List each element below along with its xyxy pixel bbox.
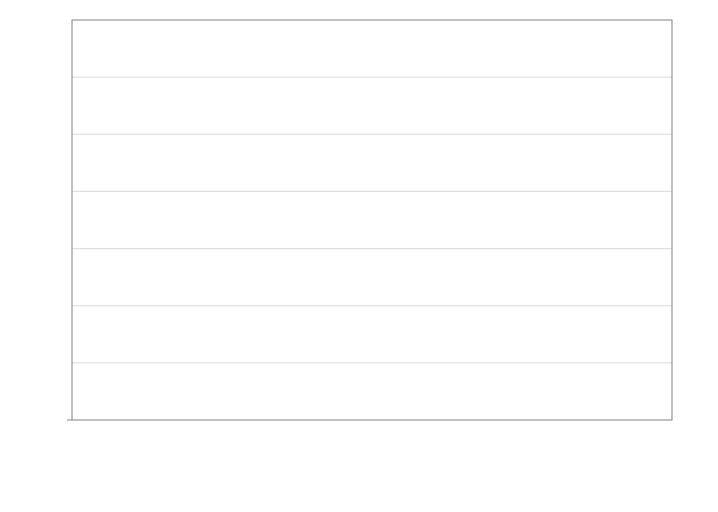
chart-svg [0, 0, 718, 512]
chart-container [0, 0, 718, 512]
